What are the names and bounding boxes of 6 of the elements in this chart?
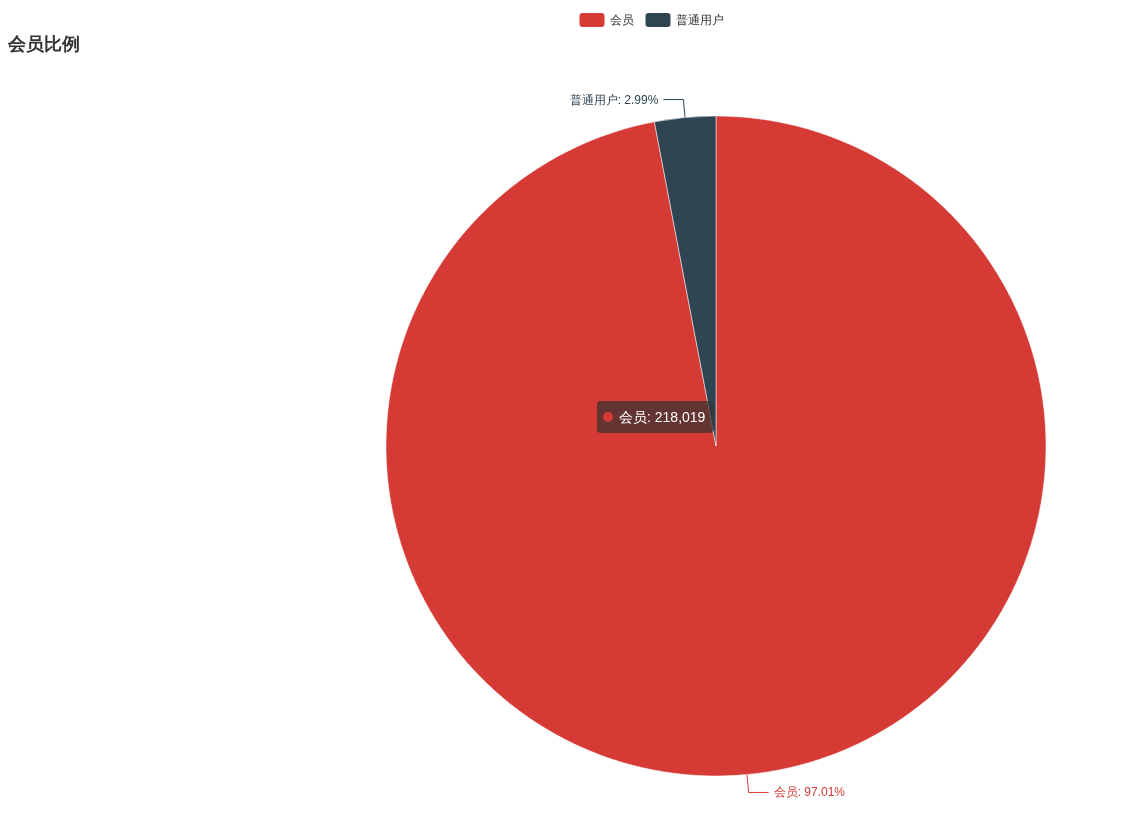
data-label: 普通用户: 2.99% — [569, 92, 659, 107]
data-label: 会员: 97.01% — [773, 785, 846, 800]
tooltip: 会员: 218,019 — [597, 401, 714, 433]
legend-label: 普通用户 — [675, 13, 724, 27]
legend-label: 会员 — [609, 13, 634, 27]
text: 会员比例 — [7, 34, 80, 54]
